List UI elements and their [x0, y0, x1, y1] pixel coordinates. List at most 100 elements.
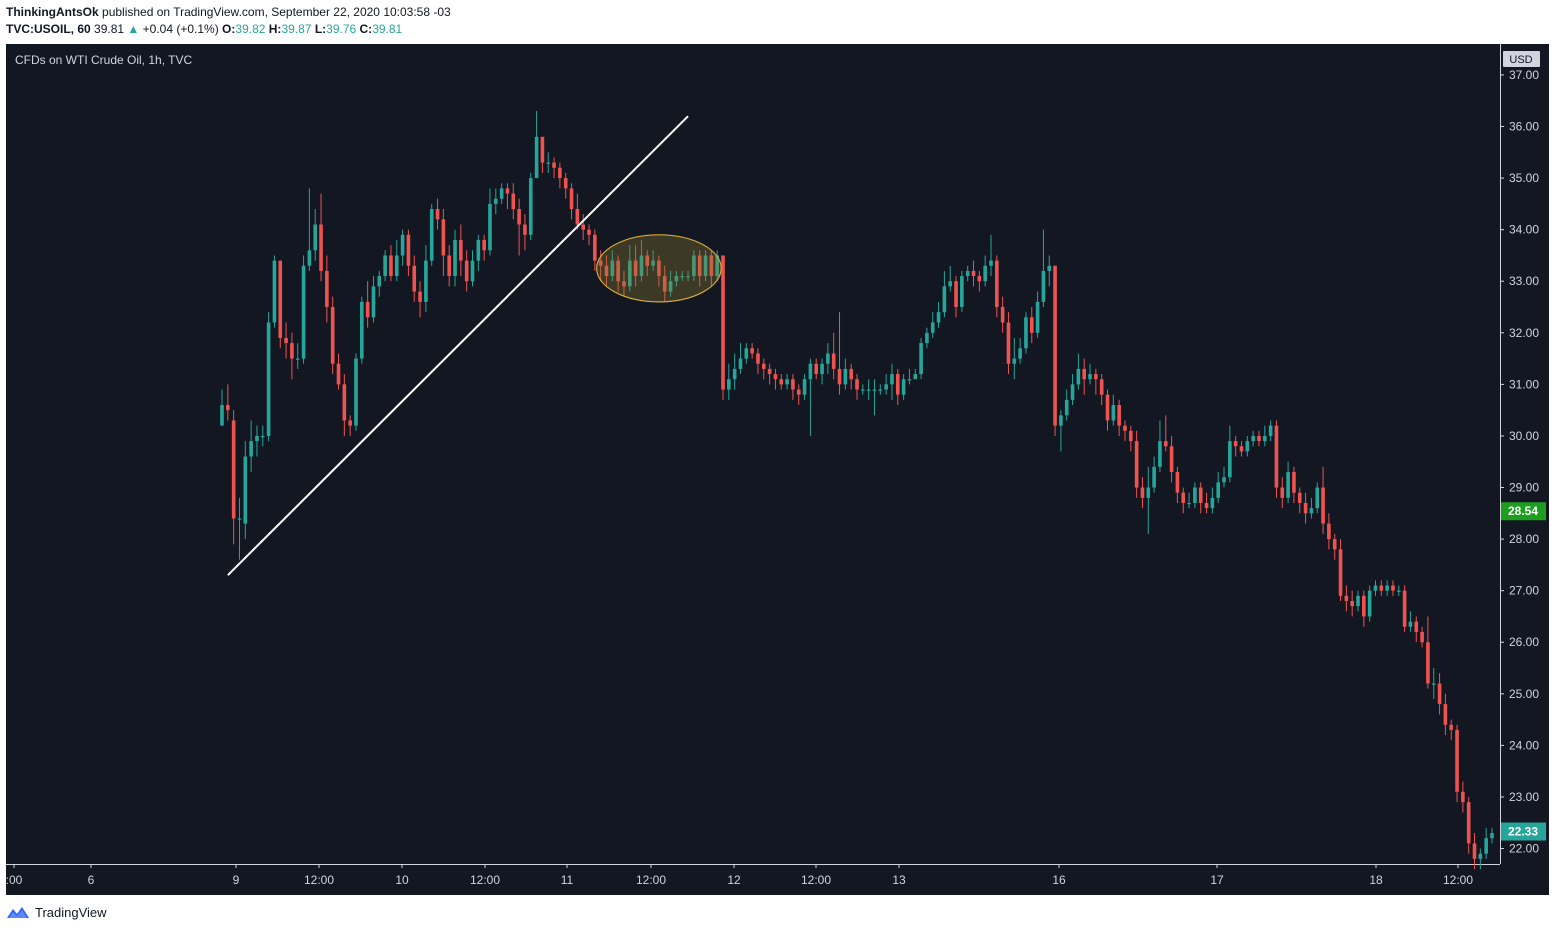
- candle-body: [1053, 265, 1057, 426]
- candle-body: [849, 368, 853, 380]
- candle-body: [1070, 384, 1075, 400]
- candle-body: [639, 255, 644, 277]
- candle-body: [377, 276, 382, 287]
- candle: [1356, 590, 1360, 612]
- candle: [575, 193, 580, 230]
- candle-body: [453, 239, 457, 277]
- candle-body: [488, 203, 492, 251]
- candle-body: [1426, 642, 1430, 684]
- candle: [721, 255, 725, 400]
- candle-body: [814, 363, 819, 375]
- candle: [855, 374, 859, 400]
- candle-body: [1152, 466, 1156, 488]
- candle-body: [447, 255, 452, 277]
- candle: [1420, 626, 1424, 648]
- candle: [1076, 353, 1081, 390]
- candle: [301, 255, 306, 364]
- candle: [878, 384, 883, 395]
- candle: [989, 234, 993, 277]
- candle-body: [785, 379, 789, 385]
- candle: [1158, 420, 1162, 473]
- candle: [325, 255, 329, 323]
- candle-body: [418, 291, 422, 302]
- candle-body: [674, 276, 679, 282]
- candle: [313, 209, 318, 261]
- candle-body: [1012, 358, 1017, 364]
- candle-body: [727, 379, 731, 390]
- candle-body: [989, 260, 993, 266]
- candle: [476, 234, 481, 271]
- candle-body: [796, 389, 801, 395]
- author-name[interactable]: ThinkingAntsOk: [6, 5, 99, 19]
- candle-body: [400, 234, 405, 256]
- candle-body: [1099, 379, 1104, 395]
- candle-body: [319, 224, 323, 271]
- candle: [1414, 616, 1419, 643]
- candle: [494, 188, 498, 215]
- candle-body: [791, 379, 795, 390]
- candle: [820, 358, 824, 385]
- candle-body: [295, 358, 300, 360]
- candle: [686, 270, 690, 282]
- candle-body: [528, 178, 533, 235]
- candle-body: [1327, 523, 1331, 540]
- time-tick-label: 12:00: [1443, 873, 1473, 887]
- candle-body: [1175, 472, 1180, 493]
- candle-body: [884, 384, 888, 390]
- candle: [610, 250, 615, 282]
- publish-line: ThinkingAntsOk published on TradingView.…: [6, 5, 451, 19]
- candle: [400, 229, 405, 266]
- candle-body: [284, 337, 288, 344]
- candle-body: [587, 229, 591, 235]
- candle-body: [1490, 833, 1494, 839]
- candle-body: [1408, 621, 1413, 627]
- candle-body: [1064, 399, 1069, 416]
- candle: [336, 353, 341, 390]
- candle: [960, 270, 964, 313]
- candle-body: [499, 188, 504, 199]
- candle: [814, 358, 819, 380]
- drawings[interactable]: [227, 115, 722, 576]
- candle-body: [645, 255, 650, 266]
- candle-body: [715, 255, 719, 277]
- candle-body: [412, 265, 417, 292]
- candle-body: [325, 270, 329, 308]
- candle-body: [505, 188, 510, 194]
- candle: [942, 270, 947, 318]
- candle-body: [977, 276, 982, 282]
- candle: [861, 384, 865, 395]
- candle: [371, 276, 376, 323]
- footer-brand[interactable]: TradingView: [35, 904, 107, 920]
- candle: [1239, 441, 1244, 457]
- candle: [773, 368, 778, 390]
- candlestick-chart[interactable]: USD 37.00 36.00 35.00 34.00 33.00 32.00 31.00 30…: [6, 44, 1549, 895]
- price-tick-label: 31.00: [1509, 377, 1539, 391]
- candle: [593, 229, 597, 271]
- candle: [895, 368, 900, 406]
- candle-body: [1181, 492, 1186, 503]
- price-tick-label: 32.00: [1509, 326, 1539, 340]
- time-tick-label: :00: [6, 873, 23, 887]
- candle-body: [593, 234, 597, 261]
- open-label: O:: [222, 22, 236, 36]
- candle-body: [1204, 502, 1209, 509]
- time-tick-label: 12:00: [470, 873, 500, 887]
- candle: [738, 343, 743, 375]
- candle-body: [1268, 425, 1273, 436]
- candle: [278, 260, 283, 349]
- time-axis[interactable]: :00 6 9 12:00 10 12:00 11 12:00 12 12:00 13 16 17 18 1…: [6, 864, 1500, 887]
- candle: [365, 281, 370, 328]
- candles: [220, 111, 1494, 870]
- candle-body: [1350, 600, 1354, 607]
- candle-body: [616, 260, 620, 282]
- chart-area[interactable]: USD 37.00 36.00 35.00 34.00 33.00 32.00 31.00 30…: [6, 44, 1549, 895]
- candle-body: [1472, 843, 1477, 859]
- candle: [1461, 781, 1465, 813]
- candle-body: [1140, 487, 1145, 498]
- candle: [802, 374, 807, 400]
- footer: TradingView: [6, 902, 107, 922]
- price-axis[interactable]: USD 37.00 36.00 35.00 34.00 33.00 32.00 31.00 30…: [1500, 44, 1540, 864]
- candle: [756, 348, 760, 375]
- candle: [220, 389, 224, 426]
- candle-body: [307, 250, 312, 266]
